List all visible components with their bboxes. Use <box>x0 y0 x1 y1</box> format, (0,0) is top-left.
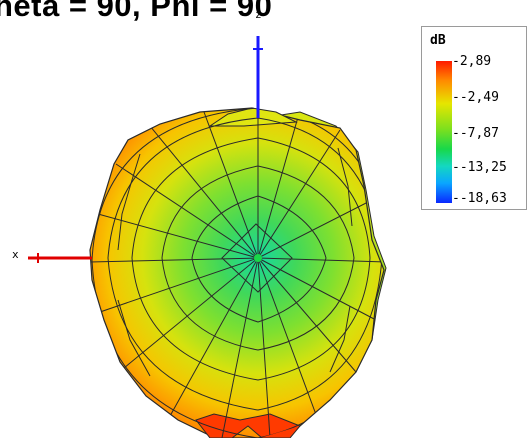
origin-point <box>254 254 262 262</box>
x-axis-label: x <box>12 248 19 261</box>
legend-tick-label: --2,49 <box>452 90 499 105</box>
chart-title: heta = 90, Phi = 90 <box>0 0 273 23</box>
legend-unit-label: dB <box>430 33 446 48</box>
legend-color-bar <box>436 61 452 203</box>
legend-tick-label: --7,87 <box>452 126 499 141</box>
legend-tick-label: --13,25 <box>452 160 507 175</box>
radiation-pattern-plot[interactable] <box>0 0 420 438</box>
legend-tick-label: -2,89 <box>452 54 492 69</box>
z-axis-label: z <box>255 8 262 21</box>
bottom-skirt <box>195 413 301 438</box>
color-legend: dB -2,89 --2,49 --7,87 --13,25 --18,63 <box>421 26 527 210</box>
legend-tick-label: --18,63 <box>452 191 507 206</box>
